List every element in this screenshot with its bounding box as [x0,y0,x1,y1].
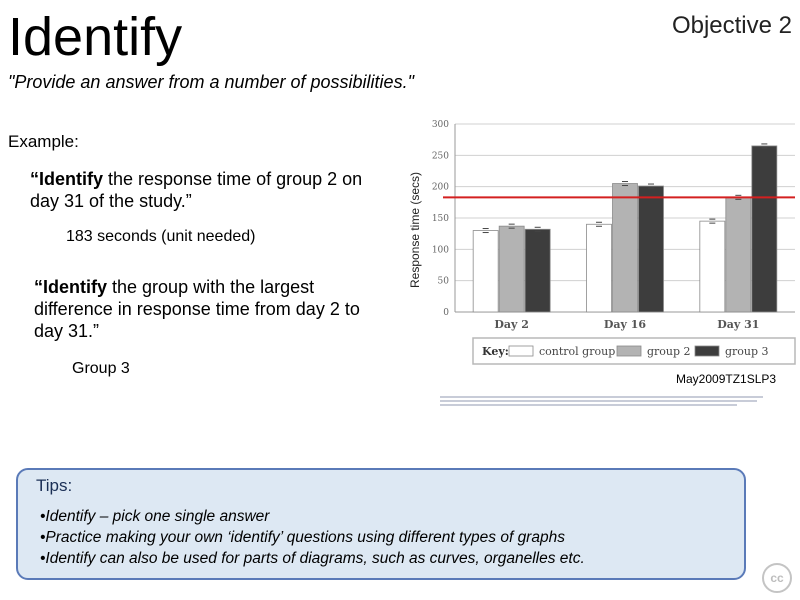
legend-label: group 3 [725,345,769,358]
legend-key-label: Key: [482,345,509,358]
legend-label: group 2 [647,345,691,358]
definition-quote: "Provide an answer from a number of poss… [8,72,414,92]
tip-item: •Identify – pick one single answer [40,508,270,525]
answer-2: Group 3 [72,360,130,377]
answer-1: 183 seconds (unit needed) [66,228,256,245]
y-tick-label: 250 [432,151,449,161]
question-1-text: the response time of group 2 on day 31 o… [30,169,363,211]
example-label: Example: [8,132,79,151]
legend-swatch [694,345,720,357]
question-2-verb: “Identify [34,277,108,297]
bar [725,196,752,313]
y-tick-label: 200 [432,183,449,193]
objective-label: Objective 2 [671,12,792,39]
fine-print [440,394,770,410]
source-reference: May2009TZ1SLP3 [676,372,777,386]
y-tick-label: 300 [432,120,449,130]
y-tick-label: 100 [432,245,449,255]
legend-label: control group [539,345,615,358]
legend-swatch [508,345,534,357]
x-tick-label: Day 31 [717,318,759,331]
bar [699,220,726,313]
bar [612,183,638,313]
tip-item: •Identify can also be used for parts of … [40,550,585,567]
tips-title: Tips: [36,476,73,495]
x-tick-label: Day 16 [604,318,647,331]
question-1-verb: “Identify [30,169,104,189]
tip-item: •Practice making your own ‘identify’ que… [40,529,565,546]
question-2-text: the group with the largest difference in… [34,277,360,341]
bar [472,230,499,313]
y-tick-label: 150 [432,214,449,224]
question-1: “Identify the response time of group 2 o… [30,168,380,212]
legend-swatch [616,345,642,357]
tips-list: •Identify – pick one single answer •Prac… [40,506,585,569]
bar [524,228,551,313]
bar [751,145,778,313]
bar [498,225,525,313]
response-time-chart: Response time (secs) 0 50 100 150 200 250 300 Da… [408,120,796,365]
cc-license-icon: cc [762,563,792,593]
y-tick-label: 50 [438,277,450,287]
bar [638,185,664,313]
y-axis-label: Response time (secs) [408,172,422,288]
x-tick-label: Day 2 [494,318,529,331]
question-2: “Identify the group with the largest dif… [34,276,374,342]
slide-title: Identify [8,7,183,67]
y-tick-label: 0 [443,308,449,318]
bar [586,223,612,313]
tips-box: Tips: •Identify – pick one single answer… [16,468,746,580]
